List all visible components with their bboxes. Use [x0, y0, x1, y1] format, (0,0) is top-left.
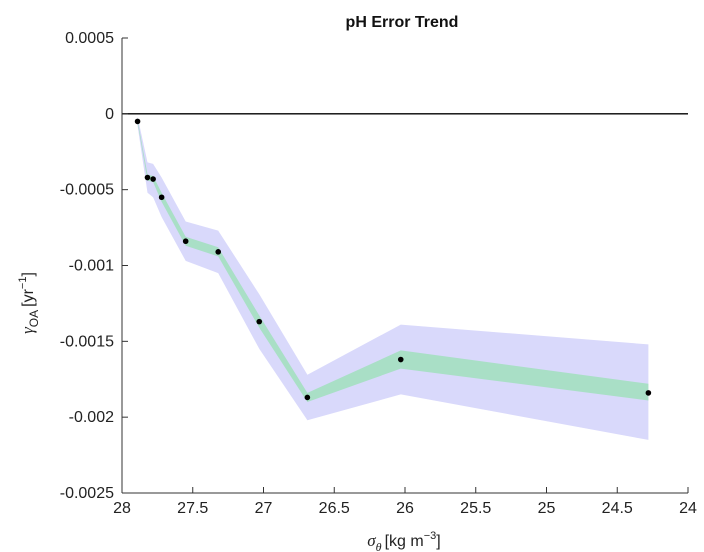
x-tick-label: 27: [255, 500, 273, 517]
y-tick-label: 0: [105, 106, 114, 123]
x-tick-label: 26.5: [319, 500, 350, 517]
y-axis-ticks: 0.0005 0 -0.0005 -0.001 -0.0015 -0.002 -0.0025: [60, 30, 128, 502]
x-tick-label: 25.5: [460, 500, 491, 517]
data-points: [134, 118, 652, 401]
y-tick-label: -0.0015: [60, 333, 114, 350]
chart-title: pH Error Trend: [346, 14, 459, 31]
y-axis-label-unit-close: ]: [20, 272, 37, 276]
axes: 28 27.5 27 26.5 26 25.5 25 24.5 24 0.0005 0 -0.000…: [60, 30, 697, 517]
data-point: [134, 118, 141, 125]
y-axis-label-subscript: OA: [27, 310, 41, 327]
data-point: [150, 176, 156, 182]
x-tick-label: 24: [679, 500, 697, 517]
x-tick-label: 26: [396, 500, 414, 517]
data-point: [304, 394, 311, 401]
outer-uncertainty-band: [137, 116, 649, 440]
data-point: [256, 318, 263, 325]
y-tick-label: -0.0025: [60, 485, 114, 502]
x-axis-label-unit: [kg m: [385, 533, 424, 550]
data-point: [397, 356, 404, 363]
x-axis-label-unit-close: ]: [436, 533, 440, 550]
x-axis-label-unit-exponent: −3: [424, 530, 437, 542]
x-tick-label: 27.5: [177, 500, 208, 517]
x-tick-label: 25: [538, 500, 556, 517]
y-axis-label-unit-exponent: −1: [17, 277, 29, 290]
x-axis-ticks: 28 27.5 27 26.5 26 25.5 25 24.5 24: [113, 487, 697, 517]
data-point: [144, 174, 151, 181]
plot-area: [122, 113, 688, 440]
data-point: [645, 390, 652, 396]
x-axis-label-symbol: σ: [367, 531, 376, 550]
data-point: [182, 238, 189, 245]
inner-uncertainty-band: [137, 119, 649, 403]
data-point: [215, 249, 222, 255]
x-tick-label: 24.5: [602, 500, 633, 517]
y-tick-label: 0.0005: [65, 30, 114, 47]
y-tick-label: -0.001: [69, 258, 114, 275]
y-axis-label-symbol: γ: [18, 326, 37, 334]
x-axis-label: σθ [kg m−3]: [367, 530, 440, 552]
x-axis-label-subscript: θ: [376, 540, 382, 552]
y-axis-label: γOA [yr−1]: [17, 272, 41, 334]
x-tick-label: 28: [113, 500, 131, 517]
y-tick-label: -0.0005: [60, 182, 114, 199]
y-axis-label-unit: [yr: [20, 288, 37, 306]
y-tick-label: -0.002: [69, 409, 114, 426]
data-point: [158, 194, 165, 201]
